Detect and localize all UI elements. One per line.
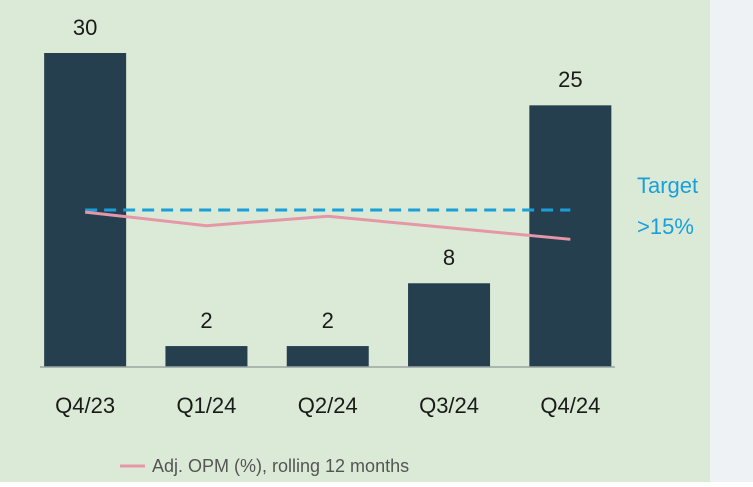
value-label: 2 bbox=[322, 308, 334, 333]
legend-label: Adj. OPM (%), rolling 12 months bbox=[152, 456, 409, 476]
x-tick-label: Q4/23 bbox=[55, 393, 115, 418]
value-label: 25 bbox=[558, 67, 582, 92]
target-label: Target bbox=[637, 173, 698, 198]
x-tick-label: Q2/24 bbox=[298, 393, 358, 418]
bar bbox=[408, 283, 491, 367]
line bbox=[84, 210, 571, 241]
value-label: 2 bbox=[200, 308, 212, 333]
x-tick-label: Q4/24 bbox=[540, 393, 600, 418]
target-label: >15% bbox=[637, 214, 694, 239]
bar bbox=[286, 346, 369, 367]
x-tick-label: Q1/24 bbox=[176, 393, 236, 418]
bar bbox=[165, 346, 248, 367]
value-label: 30 bbox=[73, 15, 97, 40]
x-tick-label: Q3/24 bbox=[419, 393, 479, 418]
side-panel bbox=[710, 0, 753, 482]
value-label: 8 bbox=[443, 245, 455, 270]
